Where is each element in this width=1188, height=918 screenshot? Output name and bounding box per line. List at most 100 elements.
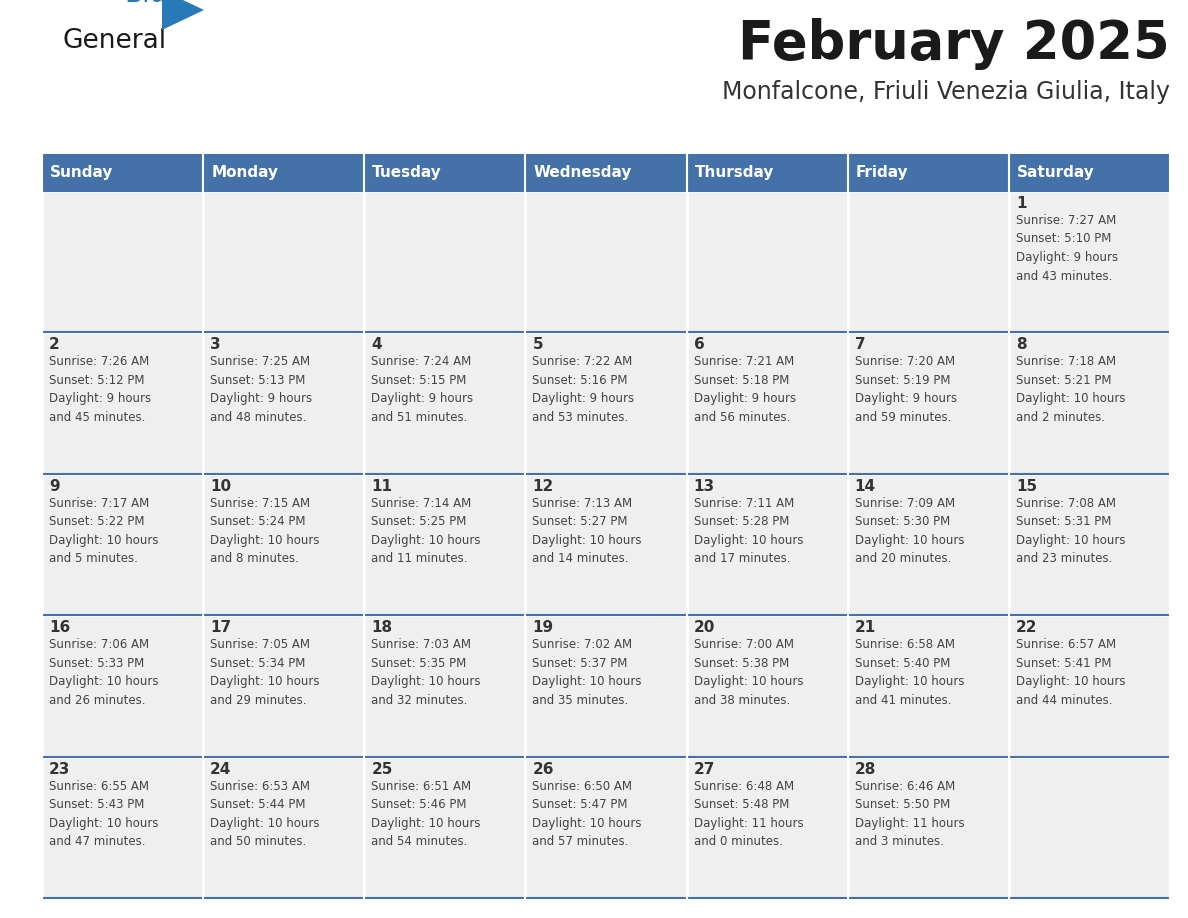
Bar [203, 332, 365, 474]
Text: Sunrise: 7:14 AM
Sunset: 5:25 PM
Daylight: 10 hours
and 11 minutes.: Sunrise: 7:14 AM Sunset: 5:25 PM Dayligh… [372, 497, 481, 565]
Text: 1: 1 [1016, 196, 1026, 211]
Bar [687, 155, 848, 191]
Text: Sunrise: 7:02 AM
Sunset: 5:37 PM
Daylight: 10 hours
and 35 minutes.: Sunrise: 7:02 AM Sunset: 5:37 PM Dayligh… [532, 638, 642, 707]
Text: 7: 7 [854, 338, 865, 353]
Text: Sunrise: 6:55 AM
Sunset: 5:43 PM
Daylight: 10 hours
and 47 minutes.: Sunrise: 6:55 AM Sunset: 5:43 PM Dayligh… [49, 779, 158, 848]
Bar [848, 474, 1009, 615]
Bar [525, 756, 687, 898]
Bar [1009, 191, 1170, 332]
Bar [203, 474, 365, 615]
Text: Sunrise: 7:03 AM
Sunset: 5:35 PM
Daylight: 10 hours
and 32 minutes.: Sunrise: 7:03 AM Sunset: 5:35 PM Dayligh… [372, 638, 481, 707]
Text: Sunrise: 7:17 AM
Sunset: 5:22 PM
Daylight: 10 hours
and 5 minutes.: Sunrise: 7:17 AM Sunset: 5:22 PM Dayligh… [49, 497, 158, 565]
Text: 10: 10 [210, 479, 232, 494]
Bar [203, 615, 365, 756]
Bar [848, 155, 1009, 191]
Text: Friday: Friday [855, 165, 909, 181]
Text: Sunrise: 6:46 AM
Sunset: 5:50 PM
Daylight: 11 hours
and 3 minutes.: Sunrise: 6:46 AM Sunset: 5:50 PM Dayligh… [854, 779, 965, 848]
Bar [42, 756, 203, 898]
Bar [848, 332, 1009, 474]
Text: 19: 19 [532, 621, 554, 635]
Text: Sunrise: 6:57 AM
Sunset: 5:41 PM
Daylight: 10 hours
and 44 minutes.: Sunrise: 6:57 AM Sunset: 5:41 PM Dayligh… [1016, 638, 1125, 707]
Text: Tuesday: Tuesday [372, 165, 442, 181]
Text: 20: 20 [694, 621, 715, 635]
Bar [848, 191, 1009, 332]
Bar [1009, 615, 1170, 756]
Text: Sunrise: 6:50 AM
Sunset: 5:47 PM
Daylight: 10 hours
and 57 minutes.: Sunrise: 6:50 AM Sunset: 5:47 PM Dayligh… [532, 779, 642, 848]
Text: Sunrise: 7:22 AM
Sunset: 5:16 PM
Daylight: 9 hours
and 53 minutes.: Sunrise: 7:22 AM Sunset: 5:16 PM Dayligh… [532, 355, 634, 424]
Bar [1009, 474, 1170, 615]
Text: Sunrise: 7:05 AM
Sunset: 5:34 PM
Daylight: 10 hours
and 29 minutes.: Sunrise: 7:05 AM Sunset: 5:34 PM Dayligh… [210, 638, 320, 707]
Text: 15: 15 [1016, 479, 1037, 494]
Text: Sunrise: 7:25 AM
Sunset: 5:13 PM
Daylight: 9 hours
and 48 minutes.: Sunrise: 7:25 AM Sunset: 5:13 PM Dayligh… [210, 355, 312, 424]
Bar [525, 615, 687, 756]
Text: Sunrise: 7:21 AM
Sunset: 5:18 PM
Daylight: 9 hours
and 56 minutes.: Sunrise: 7:21 AM Sunset: 5:18 PM Dayligh… [694, 355, 796, 424]
Text: Sunday: Sunday [50, 165, 113, 181]
Text: Sunrise: 7:15 AM
Sunset: 5:24 PM
Daylight: 10 hours
and 8 minutes.: Sunrise: 7:15 AM Sunset: 5:24 PM Dayligh… [210, 497, 320, 565]
Bar [687, 332, 848, 474]
Text: Sunrise: 7:27 AM
Sunset: 5:10 PM
Daylight: 9 hours
and 43 minutes.: Sunrise: 7:27 AM Sunset: 5:10 PM Dayligh… [1016, 214, 1118, 283]
Bar [1009, 155, 1170, 191]
Text: Monfalcone, Friuli Venezia Giulia, Italy: Monfalcone, Friuli Venezia Giulia, Italy [722, 80, 1170, 104]
Text: 9: 9 [49, 479, 59, 494]
Text: Sunrise: 7:08 AM
Sunset: 5:31 PM
Daylight: 10 hours
and 23 minutes.: Sunrise: 7:08 AM Sunset: 5:31 PM Dayligh… [1016, 497, 1125, 565]
Text: 24: 24 [210, 762, 232, 777]
Text: Sunrise: 7:09 AM
Sunset: 5:30 PM
Daylight: 10 hours
and 20 minutes.: Sunrise: 7:09 AM Sunset: 5:30 PM Dayligh… [854, 497, 965, 565]
Bar [525, 191, 687, 332]
Text: 14: 14 [854, 479, 876, 494]
Text: Sunrise: 7:26 AM
Sunset: 5:12 PM
Daylight: 9 hours
and 45 minutes.: Sunrise: 7:26 AM Sunset: 5:12 PM Dayligh… [49, 355, 151, 424]
Text: Sunrise: 6:58 AM
Sunset: 5:40 PM
Daylight: 10 hours
and 41 minutes.: Sunrise: 6:58 AM Sunset: 5:40 PM Dayligh… [854, 638, 965, 707]
Text: February 2025: February 2025 [739, 18, 1170, 70]
Text: Sunrise: 7:13 AM
Sunset: 5:27 PM
Daylight: 10 hours
and 14 minutes.: Sunrise: 7:13 AM Sunset: 5:27 PM Dayligh… [532, 497, 642, 565]
Text: 17: 17 [210, 621, 232, 635]
Text: 27: 27 [694, 762, 715, 777]
Text: 11: 11 [372, 479, 392, 494]
Bar [42, 332, 203, 474]
Text: 28: 28 [854, 762, 876, 777]
Bar [1009, 756, 1170, 898]
Text: Sunrise: 6:53 AM
Sunset: 5:44 PM
Daylight: 10 hours
and 50 minutes.: Sunrise: 6:53 AM Sunset: 5:44 PM Dayligh… [210, 779, 320, 848]
Text: Saturday: Saturday [1017, 165, 1094, 181]
Text: 6: 6 [694, 338, 704, 353]
Text: 3: 3 [210, 338, 221, 353]
Bar [365, 615, 525, 756]
Text: 8: 8 [1016, 338, 1026, 353]
Text: 26: 26 [532, 762, 554, 777]
Text: 13: 13 [694, 479, 715, 494]
Text: General: General [62, 28, 166, 54]
Bar [42, 474, 203, 615]
Text: Sunrise: 7:18 AM
Sunset: 5:21 PM
Daylight: 10 hours
and 2 minutes.: Sunrise: 7:18 AM Sunset: 5:21 PM Dayligh… [1016, 355, 1125, 424]
Bar [687, 191, 848, 332]
Text: Blue: Blue [124, 0, 183, 8]
Text: 18: 18 [372, 621, 392, 635]
Bar [848, 756, 1009, 898]
Text: Sunrise: 7:11 AM
Sunset: 5:28 PM
Daylight: 10 hours
and 17 minutes.: Sunrise: 7:11 AM Sunset: 5:28 PM Dayligh… [694, 497, 803, 565]
Bar [42, 615, 203, 756]
Bar [525, 155, 687, 191]
Bar [525, 474, 687, 615]
Text: Thursday: Thursday [695, 165, 773, 181]
Text: Sunrise: 6:48 AM
Sunset: 5:48 PM
Daylight: 11 hours
and 0 minutes.: Sunrise: 6:48 AM Sunset: 5:48 PM Dayligh… [694, 779, 803, 848]
Bar [203, 756, 365, 898]
Text: 5: 5 [532, 338, 543, 353]
Bar [365, 155, 525, 191]
Bar [365, 332, 525, 474]
Bar [365, 191, 525, 332]
Text: 12: 12 [532, 479, 554, 494]
Text: Sunrise: 7:00 AM
Sunset: 5:38 PM
Daylight: 10 hours
and 38 minutes.: Sunrise: 7:00 AM Sunset: 5:38 PM Dayligh… [694, 638, 803, 707]
Text: 21: 21 [854, 621, 876, 635]
Bar [525, 332, 687, 474]
Bar [203, 155, 365, 191]
Text: Wednesday: Wednesday [533, 165, 632, 181]
Text: Monday: Monday [211, 165, 278, 181]
Bar [687, 615, 848, 756]
Bar [687, 474, 848, 615]
Text: 25: 25 [372, 762, 393, 777]
Bar [365, 474, 525, 615]
Bar [687, 756, 848, 898]
Bar [203, 191, 365, 332]
Bar [42, 155, 203, 191]
Polygon shape [162, 0, 204, 30]
Text: Sunrise: 7:20 AM
Sunset: 5:19 PM
Daylight: 9 hours
and 59 minutes.: Sunrise: 7:20 AM Sunset: 5:19 PM Dayligh… [854, 355, 956, 424]
Text: 16: 16 [49, 621, 70, 635]
Text: Sunrise: 7:06 AM
Sunset: 5:33 PM
Daylight: 10 hours
and 26 minutes.: Sunrise: 7:06 AM Sunset: 5:33 PM Dayligh… [49, 638, 158, 707]
